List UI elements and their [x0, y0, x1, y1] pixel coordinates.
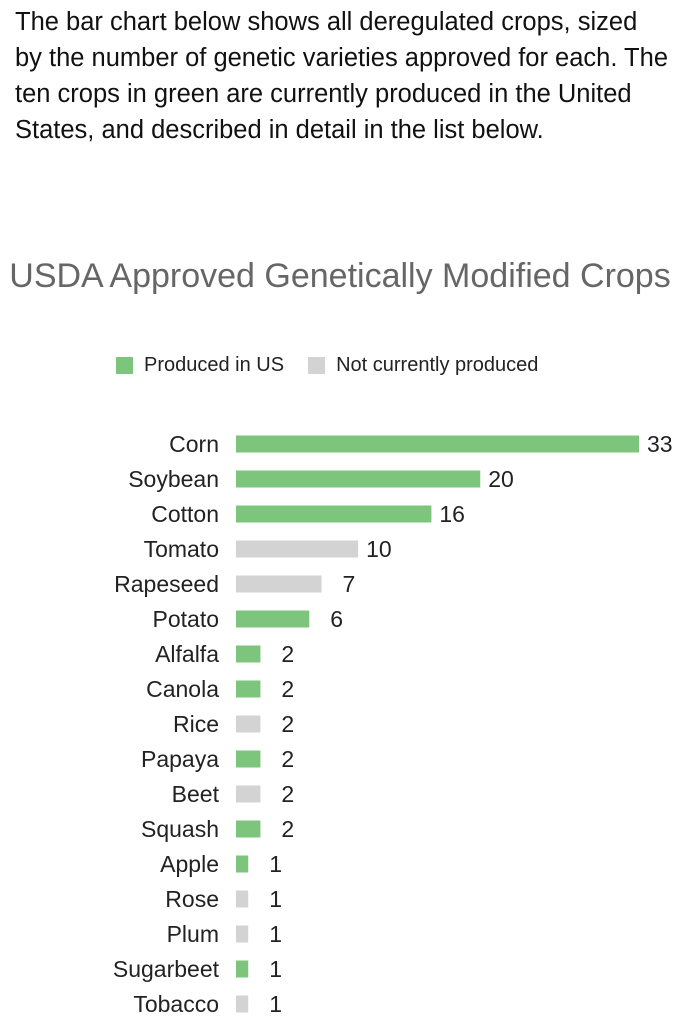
category-label-soybean: Soybean [128, 466, 219, 492]
value-label-rapeseed: 7 [342, 571, 355, 597]
legend-label-produced: Produced in US [144, 353, 285, 376]
bar-corn[interactable] [236, 435, 639, 453]
value-label-rice: 2 [281, 711, 294, 737]
category-label-alfalfa: Alfalfa [155, 641, 219, 667]
chart-legend: Produced in US Not currently produced [116, 352, 562, 378]
legend-item-not-produced[interactable]: Not currently produced [308, 354, 538, 377]
bar-row-potato: Potato 6 [153, 606, 344, 632]
bar-row-corn: Corn 33 [169, 431, 672, 457]
bar-apple[interactable] [236, 855, 249, 873]
value-label-apple: 1 [269, 851, 282, 877]
bar-row-cotton: Cotton 16 [151, 501, 465, 527]
bar-row-rice: Rice 2 [173, 711, 294, 737]
category-label-apple: Apple [160, 851, 219, 877]
value-label-squash: 2 [281, 816, 294, 842]
value-label-alfalfa: 2 [281, 641, 294, 667]
bar-row-rose: Rose 1 [165, 886, 282, 912]
bar-row-apple: Apple 1 [160, 851, 282, 877]
category-label-corn: Corn [169, 431, 219, 457]
bar-rose[interactable] [236, 890, 249, 908]
bar-row-alfalfa: Alfalfa 2 [155, 641, 294, 667]
category-label-tobacco: Tobacco [133, 991, 219, 1017]
category-label-rapeseed: Rapeseed [114, 571, 219, 597]
bar-row-beet: Beet 2 [172, 781, 295, 807]
value-label-canola: 2 [281, 676, 294, 702]
bar-row-squash: Squash 2 [141, 816, 294, 842]
bar-tomato[interactable] [236, 540, 359, 558]
value-label-sugarbeet: 1 [269, 956, 282, 982]
value-label-beet: 2 [281, 781, 294, 807]
value-label-plum: 1 [269, 921, 282, 947]
bar-rice[interactable] [236, 715, 261, 733]
bar-row-canola: Canola 2 [146, 676, 294, 702]
value-label-soybean: 20 [488, 466, 514, 492]
value-label-tobacco: 1 [269, 991, 282, 1017]
chart-title: USDA Approved Genetically Modified Crops [9, 257, 671, 295]
bar-sugarbeet[interactable] [236, 960, 249, 978]
value-label-corn: 33 [647, 431, 673, 457]
value-label-papaya: 2 [281, 746, 294, 772]
bar-row-soybean: Soybean 20 [128, 466, 514, 492]
value-label-rose: 1 [269, 886, 282, 912]
category-label-beet: Beet [172, 781, 220, 807]
bar-plum[interactable] [236, 925, 249, 943]
bar-row-papaya: Papaya 2 [141, 746, 294, 772]
bar-canola[interactable] [236, 680, 261, 698]
bar-row-plum: Plum 1 [167, 921, 282, 947]
category-label-plum: Plum [167, 921, 219, 947]
bar-row-tobacco: Tobacco 1 [133, 991, 282, 1017]
category-label-canola: Canola [146, 676, 219, 702]
bar-soybean[interactable] [236, 470, 481, 488]
category-label-rice: Rice [173, 711, 219, 737]
bar-squash[interactable] [236, 820, 261, 838]
value-label-potato: 6 [330, 606, 343, 632]
category-label-tomato: Tomato [144, 536, 219, 562]
legend-item-produced[interactable]: Produced in US [116, 354, 284, 377]
bar-potato[interactable] [236, 610, 310, 628]
category-label-cotton: Cotton [151, 501, 219, 527]
legend-label-not-produced: Not currently produced [336, 353, 539, 376]
intro-paragraph: The bar chart below shows all deregulate… [15, 8, 669, 144]
category-label-papaya: Papaya [141, 746, 219, 772]
category-label-sugarbeet: Sugarbeet [113, 956, 220, 982]
bar-row-rapeseed: Rapeseed 7 [114, 571, 355, 597]
value-label-cotton: 16 [439, 501, 465, 527]
bar-tobacco[interactable] [236, 995, 249, 1013]
legend-swatch-not-produced [308, 356, 326, 374]
bar-cotton[interactable] [236, 505, 432, 523]
category-label-squash: Squash [141, 816, 219, 842]
category-label-rose: Rose [165, 886, 219, 912]
category-label-potato: Potato [153, 606, 220, 632]
value-label-tomato: 10 [366, 536, 392, 562]
bar-row-sugarbeet: Sugarbeet 1 [113, 956, 282, 982]
bar-alfalfa[interactable] [236, 645, 261, 663]
bar-rapeseed[interactable] [236, 575, 322, 593]
legend-swatch-produced [116, 356, 133, 374]
bar-papaya[interactable] [236, 750, 261, 768]
bar-beet[interactable] [236, 785, 261, 803]
bar-row-tomato: Tomato 10 [144, 536, 392, 562]
